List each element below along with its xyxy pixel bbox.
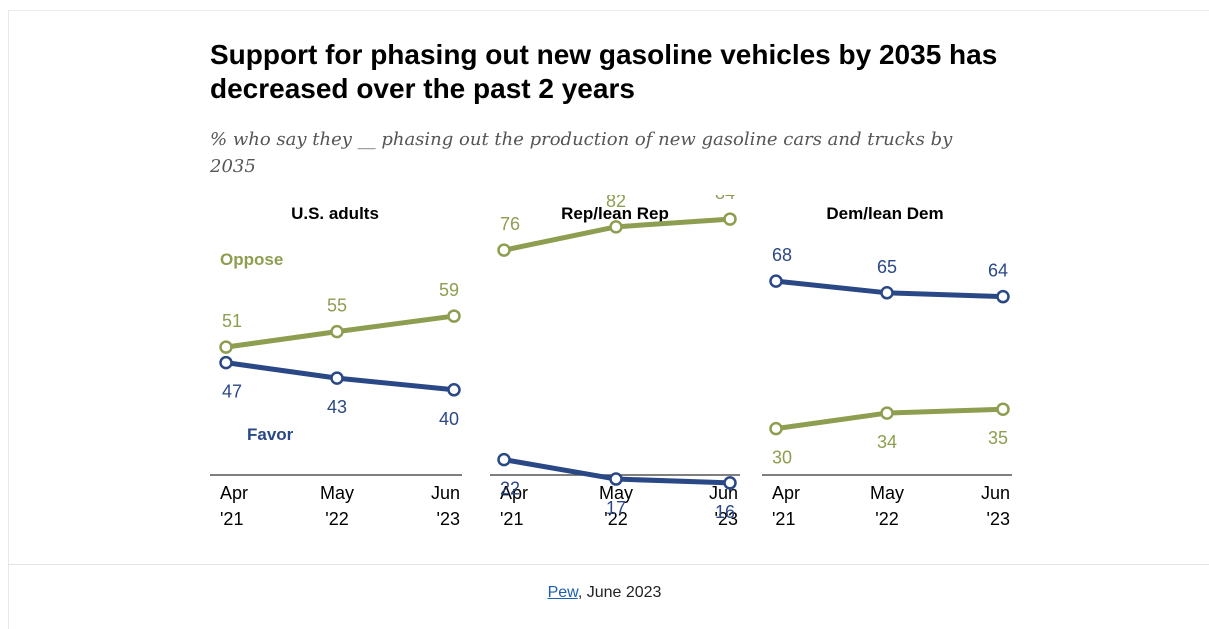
- oppose-data-label: 51: [222, 311, 242, 331]
- frame-top-border: [8, 10, 1209, 11]
- x-tick-label: May: [870, 483, 904, 503]
- series-1-point: [769, 274, 783, 288]
- oppose-point: [330, 324, 344, 339]
- series-1-data-label: 65: [877, 257, 897, 277]
- panel-title: Dem/lean Dem: [826, 204, 943, 223]
- series-2-point: [723, 476, 737, 490]
- x-tick-label: '21: [772, 509, 795, 529]
- series-2-data-label: 16: [715, 502, 735, 522]
- oppose-data-label: 59: [439, 280, 459, 300]
- x-tick-label: '22: [325, 509, 348, 529]
- series-2-point: [769, 421, 783, 436]
- series-1-data-label: 76: [500, 214, 520, 234]
- favor-data-label: 47: [222, 382, 242, 402]
- x-tick-label: Jun: [981, 483, 1010, 503]
- panel-dem-lean-dem: Dem/lean Dem Apr '21 May '22 Jun '23 68 65 64 30 34…: [762, 204, 1012, 529]
- series-2-data-label: 17: [606, 498, 626, 518]
- x-tick-label: '22: [875, 509, 898, 529]
- favor-point: [219, 355, 233, 370]
- series-2-data-label: 30: [772, 448, 792, 468]
- series-2-point: [609, 472, 623, 486]
- favor-point: [447, 383, 461, 397]
- frame-left-border: [8, 10, 9, 629]
- oppose-data-label: 55: [327, 296, 347, 316]
- x-tick-label: '21: [500, 509, 523, 529]
- x-tick-label: '23: [987, 509, 1010, 529]
- chart-area: U.S. adults Apr '21 May '22 Jun '23 51 55 59 47 43 4…: [210, 195, 1012, 529]
- panel-title: U.S. adults: [291, 204, 379, 223]
- favor-series-label: Favor: [247, 425, 294, 444]
- x-tick-label: '23: [437, 509, 460, 529]
- favor-data-label: 40: [439, 409, 459, 429]
- panel-u-s-adults: U.S. adults Apr '21 May '22 Jun '23 51 55 59 47 43 4…: [210, 204, 462, 529]
- series-2-point: [880, 406, 894, 420]
- x-tick-label: Apr: [220, 483, 248, 503]
- panel-title: Rep/lean Rep: [561, 204, 669, 223]
- favor-point: [330, 371, 344, 385]
- x-tick-label: '21: [220, 509, 243, 529]
- series-1-data-label: 64: [988, 261, 1008, 281]
- series-1-data-label: 82: [606, 195, 626, 211]
- series-2-point: [497, 452, 511, 467]
- series-1-point: [880, 286, 894, 300]
- series-2-data-label: 35: [988, 428, 1008, 448]
- x-tick-label: Jun: [431, 483, 460, 503]
- series-1-point: [996, 289, 1010, 304]
- x-tick-label: May: [320, 483, 354, 503]
- oppose-point: [447, 309, 461, 323]
- source-date: , June 2023: [577, 584, 662, 601]
- panel-rep-lean-rep: Rep/lean RepApr'21May'22Jun'237682842217…: [490, 195, 740, 529]
- series-2-data-label: 22: [500, 479, 520, 499]
- chart-subtitle: % who say they __ phasing out the produc…: [210, 129, 953, 177]
- series-1-data-label: 68: [772, 245, 792, 265]
- oppose-point: [219, 340, 233, 354]
- source-link[interactable]: Pew: [547, 584, 578, 601]
- x-tick-label: May: [599, 483, 633, 503]
- source-line: Pew, June 2023: [0, 584, 1209, 602]
- x-tick-label: Apr: [772, 483, 800, 503]
- series-1-point: [609, 220, 623, 234]
- series-1-point: [497, 243, 511, 257]
- footer-separator: [8, 564, 1209, 565]
- series-2-data-label: 34: [877, 432, 897, 452]
- favor-data-label: 43: [327, 397, 347, 417]
- x-tick-label: '23: [715, 509, 738, 529]
- oppose-series-label: Oppose: [220, 250, 283, 269]
- series-1-data-label: 84: [715, 195, 735, 203]
- series-1-point: [723, 212, 737, 226]
- chart-title: Support for phasing out new gasoline veh…: [210, 39, 998, 104]
- x-tick-label: Apr: [500, 483, 528, 503]
- x-tick-label: '22: [604, 509, 627, 529]
- series-2-point: [996, 402, 1010, 416]
